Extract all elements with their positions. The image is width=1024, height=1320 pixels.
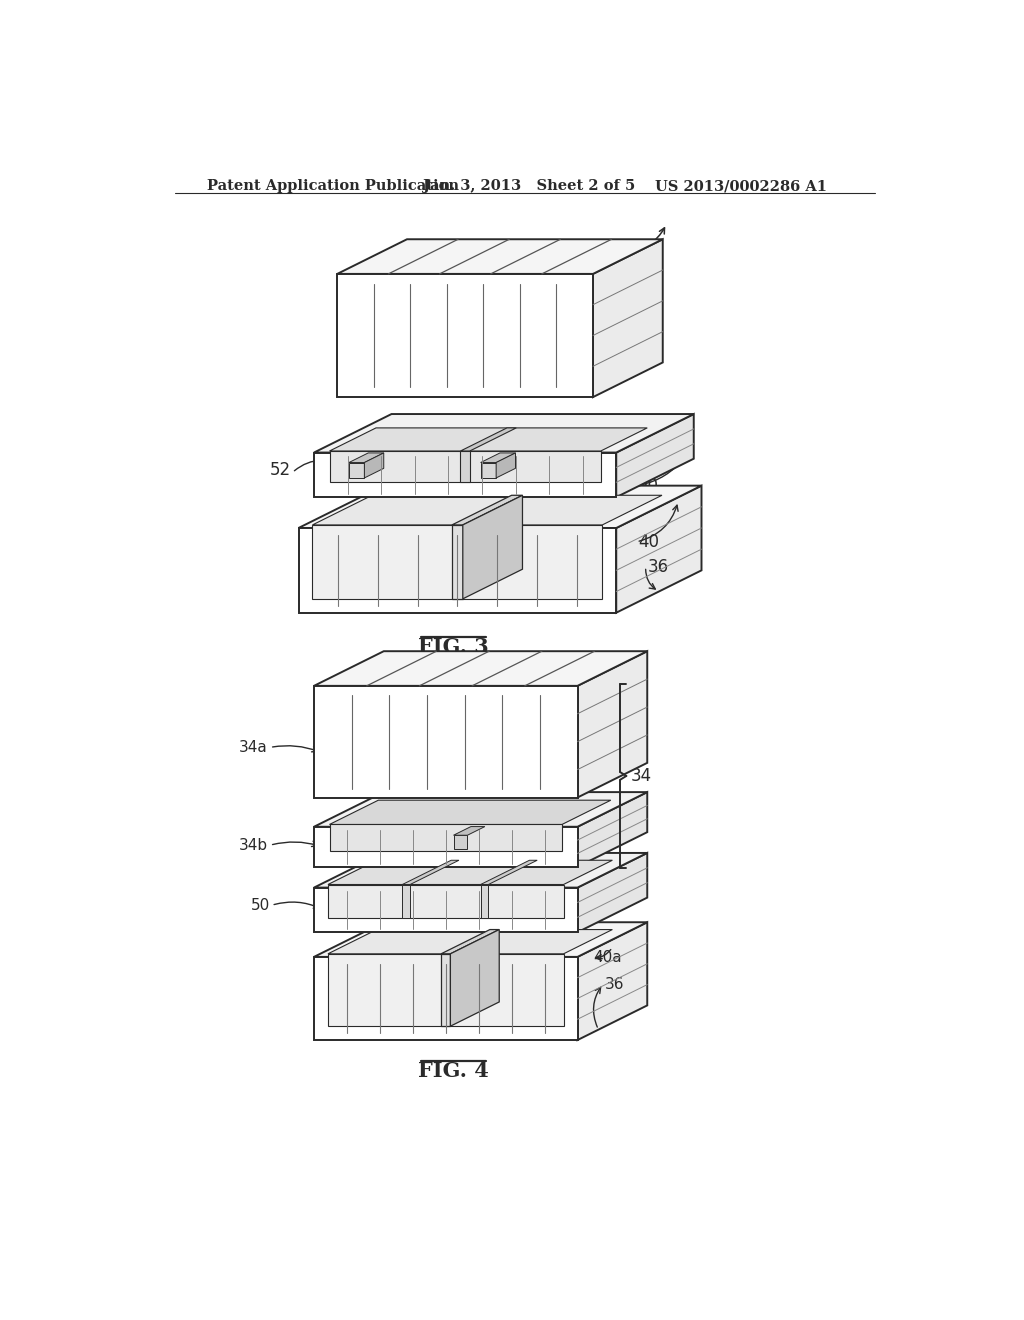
Polygon shape (480, 884, 488, 919)
Polygon shape (328, 884, 563, 919)
Polygon shape (314, 853, 647, 887)
Polygon shape (578, 923, 647, 1040)
Polygon shape (349, 453, 384, 462)
Text: 40b: 40b (597, 833, 626, 847)
Polygon shape (330, 428, 647, 451)
Polygon shape (299, 528, 616, 612)
Text: FIG. 3: FIG. 3 (418, 638, 488, 657)
Polygon shape (314, 887, 578, 932)
Polygon shape (578, 792, 647, 867)
Text: Jan. 3, 2013   Sheet 2 of 5: Jan. 3, 2013 Sheet 2 of 5 (423, 180, 635, 193)
Text: FIG. 4: FIG. 4 (418, 1061, 488, 1081)
Text: 36: 36 (604, 977, 624, 993)
Polygon shape (330, 825, 562, 851)
Polygon shape (314, 792, 647, 826)
Text: 50: 50 (638, 477, 659, 495)
Text: 36: 36 (647, 557, 669, 576)
Polygon shape (314, 826, 578, 867)
Text: US 2013/0002286 A1: US 2013/0002286 A1 (655, 180, 827, 193)
Polygon shape (328, 954, 563, 1026)
Polygon shape (452, 525, 463, 599)
Polygon shape (312, 525, 602, 599)
Polygon shape (312, 495, 662, 525)
Polygon shape (451, 929, 500, 1026)
Polygon shape (314, 651, 647, 686)
Polygon shape (616, 486, 701, 612)
Polygon shape (402, 884, 410, 919)
Polygon shape (314, 923, 647, 957)
Text: 50: 50 (251, 898, 270, 913)
Text: 34: 34 (630, 767, 651, 785)
Polygon shape (328, 929, 612, 954)
Text: 34b: 34b (239, 838, 267, 853)
Polygon shape (402, 861, 459, 884)
Polygon shape (463, 495, 522, 599)
Text: Patent Application Publication: Patent Application Publication (207, 180, 459, 193)
Polygon shape (454, 836, 467, 849)
Polygon shape (314, 453, 616, 498)
Polygon shape (337, 275, 593, 397)
Polygon shape (314, 957, 578, 1040)
Polygon shape (480, 861, 538, 884)
Text: 34a: 34a (239, 741, 267, 755)
Polygon shape (461, 451, 470, 482)
Polygon shape (330, 800, 611, 825)
Polygon shape (454, 826, 485, 836)
Polygon shape (496, 453, 515, 478)
Polygon shape (314, 414, 693, 453)
Text: 52: 52 (269, 461, 291, 479)
Polygon shape (299, 486, 701, 528)
Polygon shape (480, 462, 496, 478)
Polygon shape (593, 239, 663, 397)
Polygon shape (337, 239, 663, 275)
Polygon shape (365, 453, 384, 478)
Polygon shape (441, 929, 500, 954)
Polygon shape (328, 861, 612, 884)
Polygon shape (578, 651, 647, 797)
Polygon shape (480, 453, 515, 462)
Text: 54: 54 (431, 511, 453, 529)
Polygon shape (616, 414, 693, 498)
Polygon shape (452, 495, 522, 525)
Polygon shape (330, 451, 601, 482)
Polygon shape (461, 428, 516, 451)
Polygon shape (349, 462, 365, 478)
Text: 40: 40 (638, 533, 659, 550)
Polygon shape (578, 853, 647, 932)
Text: 32: 32 (627, 238, 647, 256)
Text: 40a: 40a (593, 950, 622, 965)
Polygon shape (314, 686, 578, 797)
Polygon shape (441, 954, 451, 1026)
Text: 34: 34 (608, 261, 630, 279)
